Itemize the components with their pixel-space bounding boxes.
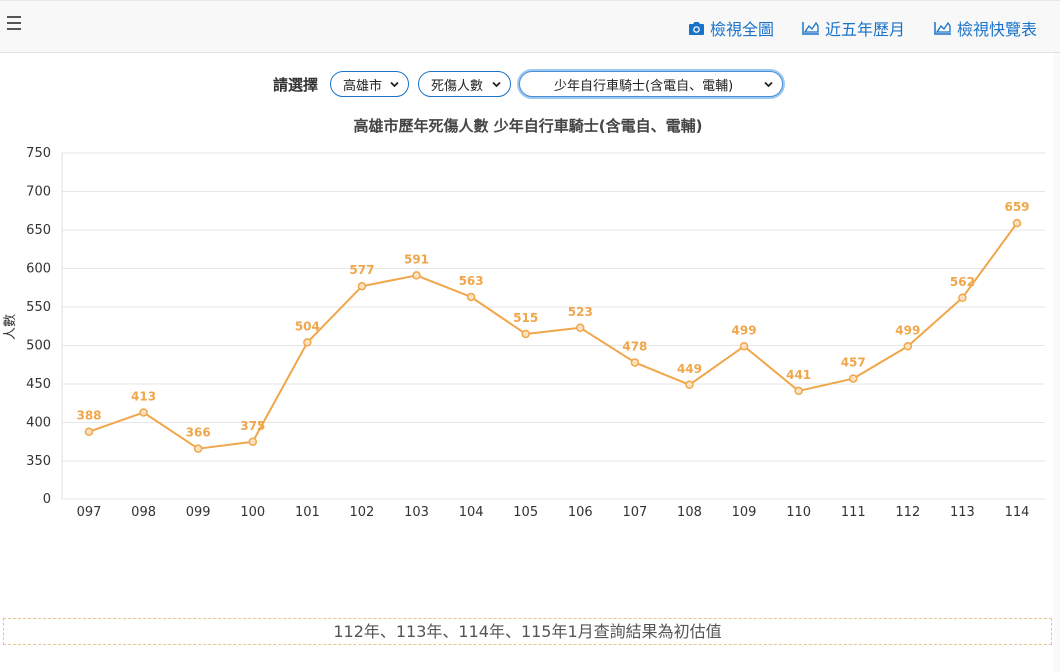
- y-tick-label: 0: [43, 492, 51, 507]
- hamburger-icon[interactable]: [7, 16, 23, 32]
- view-full-chart-label: 檢視全圖: [710, 20, 775, 39]
- y-tick-label: 700: [26, 185, 51, 200]
- data-point: [685, 380, 694, 390]
- x-tick-label: 103: [404, 505, 429, 520]
- data-point: [1012, 218, 1022, 228]
- category-select-value: 少年自行車騎士(含電自、電輔): [554, 78, 734, 94]
- data-label: 388: [76, 409, 101, 423]
- scrollbar-track[interactable]: [1054, 53, 1060, 672]
- data-label: 563: [459, 274, 484, 288]
- y-tick-label: 600: [26, 262, 51, 277]
- y-tick-label: 450: [26, 377, 51, 392]
- data-label: 478: [622, 339, 647, 353]
- data-label: 591: [404, 252, 429, 266]
- data-label: 562: [950, 275, 975, 289]
- data-point: [84, 427, 94, 436]
- chevron-down-icon: [390, 81, 399, 88]
- data-label: 449: [677, 362, 702, 376]
- x-tick-label: 114: [1005, 505, 1030, 520]
- data-label: 441: [786, 368, 811, 382]
- city-select[interactable]: 高雄市: [330, 71, 409, 97]
- chevron-down-icon: [764, 81, 773, 88]
- category-select[interactable]: 少年自行車騎士(含電自、電輔): [519, 71, 783, 97]
- line-chart: 0 350 400 450 500 550 600 650 700 750 人數 097 098 099 1…: [3, 146, 1045, 520]
- data-point: [739, 342, 749, 351]
- x-tick-label: 109: [732, 505, 757, 520]
- filter-label: 請選擇: [273, 76, 319, 94]
- filter-row: 請選擇 高雄市 死傷人數 少年自行車騎士(含電自、電輔): [0, 70, 1060, 98]
- data-point: [794, 386, 803, 396]
- data-label: 457: [841, 356, 866, 370]
- data-label: 366: [186, 426, 211, 440]
- data-point: [303, 338, 312, 347]
- data-label: 499: [732, 323, 757, 337]
- y-tick-label: 650: [26, 223, 51, 238]
- x-tick-label: 108: [677, 505, 702, 520]
- x-tick-label: 104: [459, 505, 484, 520]
- y-tick-label: 550: [26, 300, 51, 315]
- data-point: [903, 342, 913, 351]
- data-point: [466, 292, 476, 302]
- x-tick-label: 113: [950, 505, 975, 520]
- city-select-value: 高雄市: [343, 78, 383, 94]
- x-tick-label: 106: [568, 505, 593, 520]
- top-toolbar: 檢視全圖 近五年歷月 檢視快覽表: [0, 0, 1060, 53]
- data-point: [193, 444, 203, 453]
- x-tick-label: 099: [186, 505, 211, 520]
- five-year-monthly-label: 近五年歷月: [825, 20, 906, 39]
- x-tick-label: 100: [240, 505, 265, 520]
- quick-view-table-label: 檢視快覽表: [957, 20, 1038, 39]
- data-label: 499: [895, 323, 920, 337]
- data-label: 413: [131, 389, 156, 403]
- chevron-down-icon: [492, 81, 501, 88]
- quick-view-table-link[interactable]: 檢視快覽表: [934, 16, 1037, 40]
- y-tick-label: 500: [26, 339, 51, 354]
- x-tick-label: 097: [77, 505, 102, 520]
- data-point: [630, 358, 640, 367]
- metric-select-value: 死傷人數: [431, 78, 484, 94]
- camera-icon: [689, 21, 704, 35]
- data-label: 577: [349, 263, 374, 277]
- x-tick-label: 098: [131, 505, 156, 520]
- x-tick-label: 107: [622, 505, 647, 520]
- data-label: 504: [295, 319, 320, 333]
- data-point: [139, 408, 148, 417]
- data-label: 659: [1004, 200, 1029, 214]
- y-tick-label: 750: [26, 146, 51, 161]
- data-point: [958, 293, 967, 303]
- x-tick-label: 110: [786, 505, 811, 520]
- data-point: [412, 271, 421, 280]
- data-point: [357, 281, 367, 291]
- x-tick-label: 112: [895, 505, 920, 520]
- x-tick-label: 111: [841, 505, 866, 520]
- data-label: 515: [513, 311, 538, 325]
- y-tick-label: 350: [26, 454, 51, 469]
- estimate-note: 112年、113年、114年、115年1月查詢結果為初估值: [3, 618, 1052, 645]
- five-year-monthly-link[interactable]: 近五年歷月: [802, 16, 905, 40]
- data-label: 375: [240, 419, 265, 433]
- series-line: [88, 222, 1018, 450]
- y-tick-label: 400: [26, 416, 51, 431]
- chart-title: 高雄市歷年死傷人數 少年自行車騎士(含電自、電輔): [353, 117, 703, 135]
- x-tick-label: 101: [295, 505, 320, 520]
- data-point: [521, 329, 530, 339]
- view-full-chart-link[interactable]: 檢視全圖: [688, 16, 774, 40]
- area-chart-icon: [934, 21, 951, 35]
- data-point: [248, 437, 258, 446]
- data-point: [848, 374, 858, 383]
- metric-select[interactable]: 死傷人數: [418, 71, 511, 97]
- data-label: 523: [568, 305, 593, 319]
- area-chart-icon: [802, 21, 819, 35]
- x-tick-label: 105: [513, 505, 538, 520]
- y-axis-label: 人數: [3, 314, 18, 340]
- data-point: [576, 323, 585, 333]
- x-tick-label: 102: [350, 505, 375, 520]
